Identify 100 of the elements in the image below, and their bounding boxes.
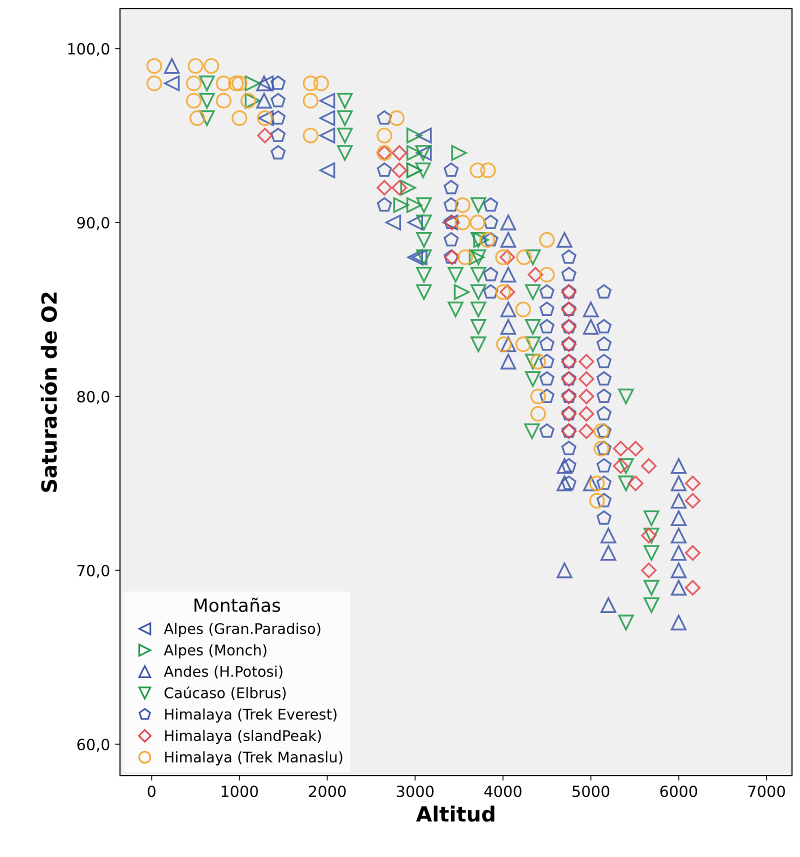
- point: [596, 336, 612, 351]
- point: [454, 214, 470, 230]
- point: [483, 284, 498, 299]
- point: [393, 197, 409, 213]
- point: [596, 284, 612, 299]
- point: [416, 214, 432, 230]
- legend-label: Andes (H.Potosi): [164, 666, 282, 679]
- point: [596, 510, 612, 525]
- point: [416, 284, 432, 300]
- x-tick-label: 7000: [748, 786, 785, 798]
- point: [388, 110, 405, 126]
- point: [641, 458, 657, 474]
- point: [596, 458, 612, 473]
- point: [596, 354, 612, 368]
- point: [500, 214, 516, 230]
- point: [641, 562, 657, 578]
- point: [319, 110, 336, 126]
- point: [539, 388, 554, 403]
- point: [530, 406, 546, 422]
- point: [500, 250, 516, 266]
- point: [596, 406, 612, 420]
- point: [500, 319, 516, 335]
- point: [684, 476, 701, 492]
- point: [500, 336, 516, 352]
- point: [670, 510, 687, 526]
- point: [539, 302, 554, 316]
- point: [644, 510, 660, 526]
- point: [337, 110, 353, 126]
- point: [416, 266, 432, 283]
- point: [199, 110, 215, 126]
- legend-title: Montañas: [194, 598, 280, 612]
- point: [670, 562, 687, 578]
- point: [539, 336, 554, 351]
- point: [337, 92, 353, 109]
- point: [561, 458, 576, 473]
- point: [302, 92, 318, 109]
- point: [539, 232, 555, 248]
- point: [495, 284, 511, 300]
- point: [496, 336, 512, 352]
- point: [216, 76, 232, 92]
- point: [525, 284, 541, 300]
- point: [302, 76, 318, 92]
- y-tick-label: 80,0: [77, 390, 110, 404]
- point: [228, 76, 244, 92]
- point: [457, 249, 474, 266]
- point: [670, 492, 687, 509]
- point: [406, 197, 422, 213]
- point: [500, 266, 516, 283]
- point: [412, 249, 428, 266]
- point: [479, 232, 496, 248]
- point: [612, 458, 628, 474]
- point: [561, 249, 576, 264]
- point: [186, 92, 202, 109]
- point: [406, 128, 422, 144]
- point: [216, 92, 232, 109]
- point: [470, 197, 486, 213]
- point: [376, 110, 392, 125]
- point: [578, 371, 594, 387]
- point: [528, 266, 544, 282]
- point: [313, 76, 330, 92]
- point: [670, 580, 687, 596]
- point: [400, 180, 416, 196]
- point: [600, 545, 616, 561]
- point: [500, 354, 516, 370]
- x-tick-label: 1000: [222, 786, 258, 798]
- y-tick-label: 60,0: [77, 738, 110, 752]
- point: [578, 388, 594, 404]
- x-tick-label: 6000: [660, 786, 698, 798]
- point: [444, 232, 459, 246]
- point: [470, 214, 486, 230]
- point: [244, 76, 260, 92]
- point: [186, 76, 202, 92]
- point: [618, 476, 634, 492]
- point: [406, 145, 422, 161]
- point: [416, 128, 432, 144]
- point: [539, 371, 554, 386]
- x-tick-label: 4000: [484, 786, 522, 798]
- point: [470, 336, 486, 352]
- point: [539, 266, 555, 283]
- point: [525, 336, 541, 352]
- legend-label: Himalaya (Trek Manaslu): [165, 751, 342, 766]
- point: [582, 302, 599, 318]
- point: [578, 354, 594, 370]
- point: [596, 423, 612, 438]
- point: [164, 58, 180, 74]
- x-axis-title: Altitud: [416, 806, 494, 822]
- y-axis-title: Saturación de O2: [40, 292, 57, 492]
- point: [244, 92, 260, 109]
- point: [270, 128, 286, 142]
- point: [516, 249, 532, 266]
- point: [483, 266, 498, 282]
- point: [376, 162, 392, 177]
- point: [470, 302, 486, 318]
- point: [612, 440, 628, 456]
- legend-label: Alpes (Gran.Paradiso): [164, 622, 320, 637]
- point: [600, 597, 616, 613]
- point: [525, 319, 541, 335]
- point: [199, 76, 215, 92]
- point: [319, 162, 336, 178]
- point: [596, 476, 612, 490]
